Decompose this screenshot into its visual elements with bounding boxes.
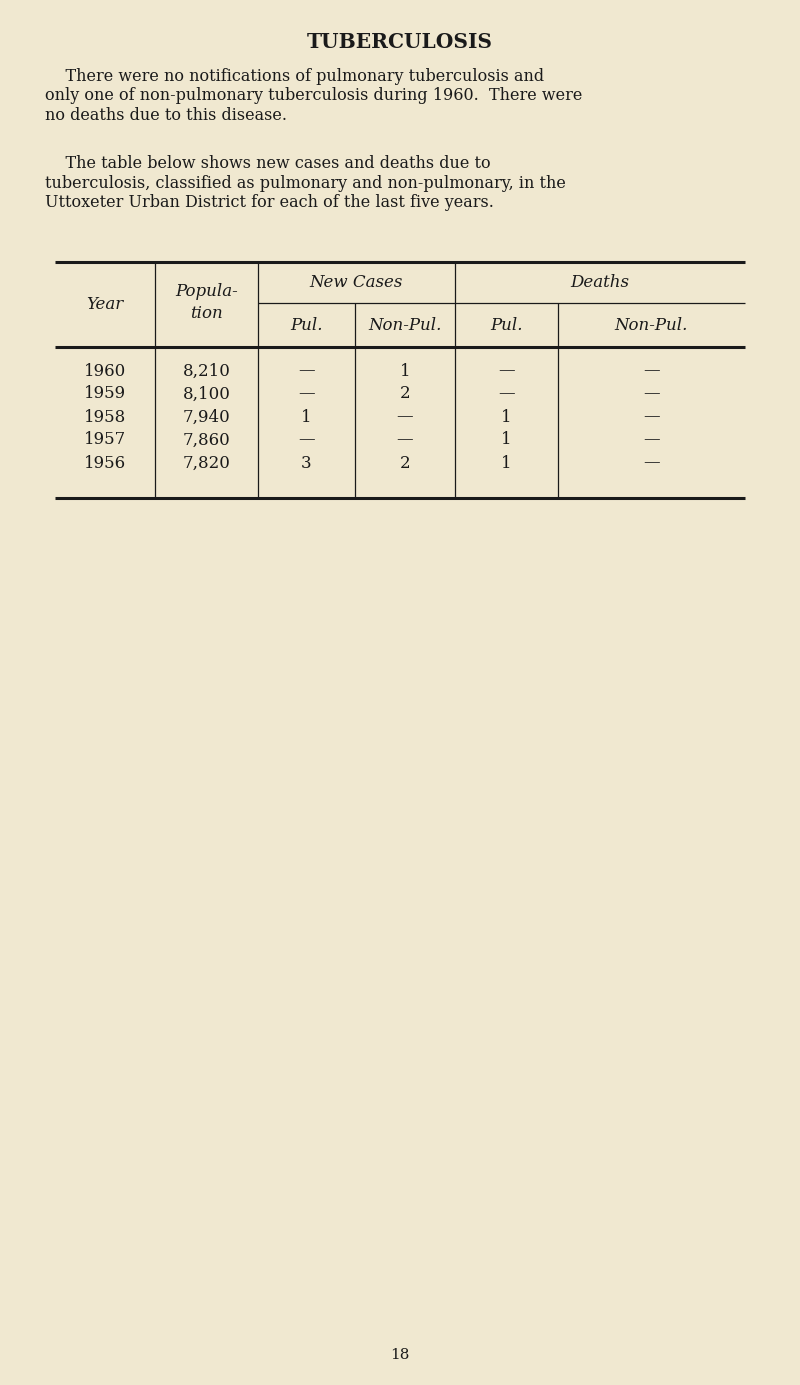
Text: —: —: [643, 432, 660, 449]
Text: 1956: 1956: [84, 454, 126, 471]
Text: Uttoxeter Urban District for each of the last five years.: Uttoxeter Urban District for each of the…: [45, 194, 494, 211]
Text: tuberculosis, classified as pulmonary and non-pulmonary, in the: tuberculosis, classified as pulmonary an…: [45, 175, 566, 191]
Text: 1: 1: [501, 409, 512, 425]
Text: Non-Pul.: Non-Pul.: [368, 317, 442, 334]
Text: Popula-
tion: Popula- tion: [175, 283, 238, 321]
Text: no deaths due to this disease.: no deaths due to this disease.: [45, 107, 287, 125]
Text: The table below shows new cases and deaths due to: The table below shows new cases and deat…: [45, 155, 490, 172]
Text: TUBERCULOSIS: TUBERCULOSIS: [307, 32, 493, 53]
Text: —: —: [298, 363, 315, 379]
Text: 18: 18: [390, 1348, 410, 1361]
Text: 1: 1: [501, 432, 512, 449]
Text: —: —: [298, 385, 315, 403]
Text: Pul.: Pul.: [490, 317, 522, 334]
Text: —: —: [397, 432, 414, 449]
Text: —: —: [498, 363, 515, 379]
Text: 1957: 1957: [84, 432, 126, 449]
Text: 3: 3: [301, 454, 312, 471]
Text: 8,210: 8,210: [182, 363, 230, 379]
Text: —: —: [643, 409, 660, 425]
Text: only one of non-pulmonary tuberculosis during 1960.  There were: only one of non-pulmonary tuberculosis d…: [45, 87, 582, 104]
Text: Non-Pul.: Non-Pul.: [615, 317, 688, 334]
Text: 1: 1: [400, 363, 410, 379]
Text: 1960: 1960: [84, 363, 126, 379]
Text: 7,860: 7,860: [182, 432, 230, 449]
Text: 8,100: 8,100: [182, 385, 230, 403]
Text: Deaths: Deaths: [570, 274, 630, 291]
Text: 1959: 1959: [84, 385, 126, 403]
Text: —: —: [643, 363, 660, 379]
Text: 7,820: 7,820: [182, 454, 230, 471]
Text: Year: Year: [86, 296, 124, 313]
Text: 1: 1: [501, 454, 512, 471]
Text: —: —: [397, 409, 414, 425]
Text: 1: 1: [301, 409, 312, 425]
Text: 1958: 1958: [84, 409, 126, 425]
Text: There were no notifications of pulmonary tuberculosis and: There were no notifications of pulmonary…: [45, 68, 544, 84]
Text: —: —: [643, 454, 660, 471]
Text: —: —: [643, 385, 660, 403]
Text: New Cases: New Cases: [310, 274, 403, 291]
Text: 2: 2: [400, 454, 410, 471]
Text: —: —: [498, 385, 515, 403]
Text: 7,940: 7,940: [182, 409, 230, 425]
Text: Pul.: Pul.: [290, 317, 322, 334]
Text: —: —: [298, 432, 315, 449]
Text: 2: 2: [400, 385, 410, 403]
